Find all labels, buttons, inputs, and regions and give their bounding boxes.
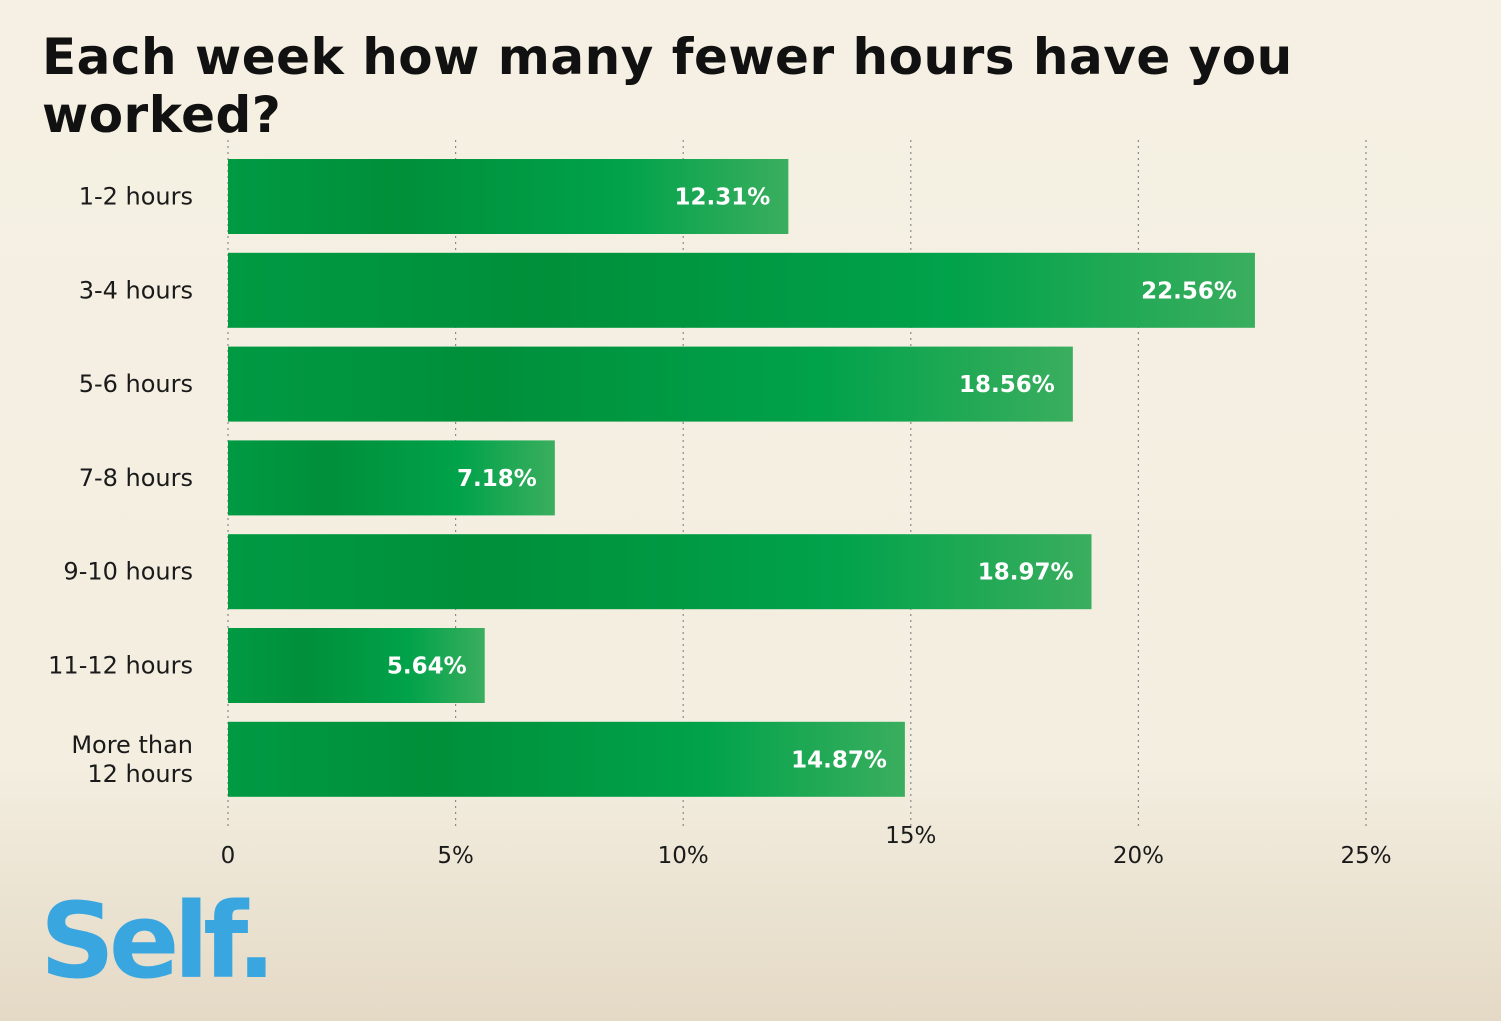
category-label: More than xyxy=(71,731,193,759)
category-label: 7-8 hours xyxy=(79,464,193,492)
category-label: 3-4 hours xyxy=(79,276,193,304)
x-tick-label: 0 xyxy=(221,843,236,869)
bar xyxy=(228,346,1073,422)
bar-value-label: 14.87% xyxy=(791,747,887,773)
bar xyxy=(228,252,1255,328)
chart-title: Each week how many fewer hours have you … xyxy=(42,28,1293,144)
self-logo: Self. xyxy=(40,880,276,1002)
bar-value-label: 12.31% xyxy=(675,185,771,211)
bar xyxy=(228,721,905,797)
bar xyxy=(228,534,1092,610)
category-label: 11-12 hours xyxy=(48,652,193,680)
bar xyxy=(228,159,789,234)
x-tick-label: 10% xyxy=(658,843,709,869)
brand-dot: . xyxy=(236,880,276,1002)
x-tick-label: 15% xyxy=(885,823,936,849)
x-tick-label: 20% xyxy=(1113,843,1164,869)
label-layer: 0 5% 10% 15% 20% 25% 12.31% 1-2 hours 22.56% 3-4 … xyxy=(48,183,1391,870)
bar-value-label: 18.97% xyxy=(978,560,1074,586)
bar-value-label: 22.56% xyxy=(1141,278,1237,304)
x-tick-label: 25% xyxy=(1340,843,1391,869)
bar-value-label: 18.56% xyxy=(959,372,1055,398)
bar xyxy=(228,440,555,516)
brand-name: Self xyxy=(40,880,243,1002)
bar xyxy=(228,628,485,703)
bar-value-label: 7.18% xyxy=(457,466,537,492)
category-label: 1-2 hours xyxy=(79,183,193,211)
category-label: 9-10 hours xyxy=(63,558,193,586)
category-label: 5-6 hours xyxy=(79,370,193,398)
bar-layer xyxy=(228,159,1255,797)
bar-value-label: 5.64% xyxy=(387,654,467,680)
x-tick-label: 5% xyxy=(437,843,474,869)
category-label: 12 hours xyxy=(87,760,193,788)
